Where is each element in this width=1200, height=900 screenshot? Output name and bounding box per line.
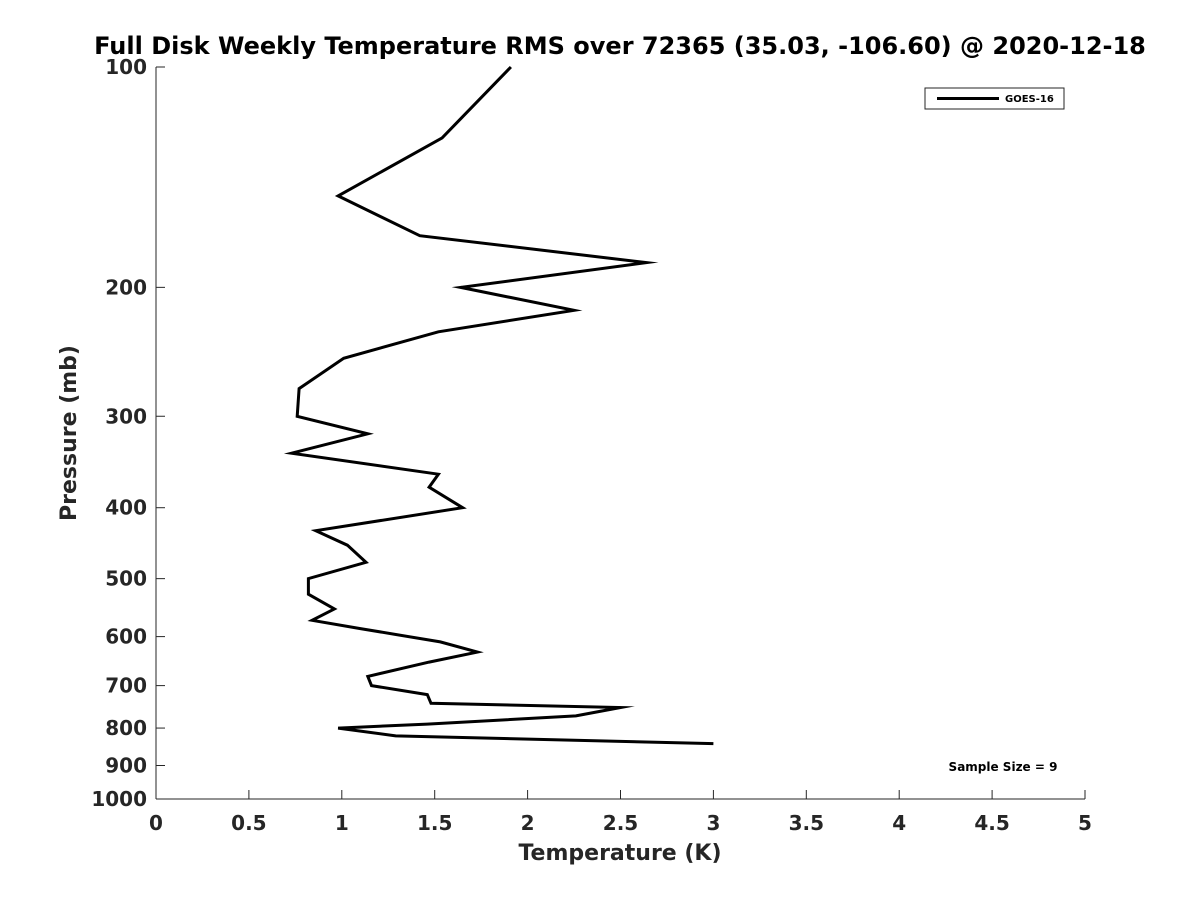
y-axis-label: Pressure (mb) bbox=[57, 345, 82, 521]
y-tick-label: 600 bbox=[105, 625, 147, 649]
sample-size-annotation: Sample Size = 9 bbox=[949, 760, 1058, 774]
series-group bbox=[283, 65, 714, 746]
y-tick-label: 700 bbox=[105, 674, 147, 698]
plot-area: 0 0.5 1 1.5 2 2.5 3 3.5 4 4.5 5 100 200 300 400 500 600… bbox=[91, 55, 1092, 835]
y-tick-label: 500 bbox=[105, 567, 147, 591]
y-tick-label: 1000 bbox=[91, 787, 147, 811]
y-tick-label: 400 bbox=[105, 496, 147, 520]
x-tick-label: 0 bbox=[149, 811, 163, 835]
x-ticks: 0 0.5 1 1.5 2 2.5 3 3.5 4 4.5 5 bbox=[149, 790, 1092, 835]
chart-title: Full Disk Weekly Temperature RMS over 72… bbox=[94, 32, 1146, 60]
x-tick-label: 4 bbox=[892, 811, 906, 835]
y-tick-label: 100 bbox=[105, 55, 147, 79]
y-tick-label: 200 bbox=[105, 275, 147, 299]
x-tick-label: 4.5 bbox=[974, 811, 1009, 835]
x-tick-label: 1 bbox=[335, 811, 349, 835]
y-ticks: 100 200 300 400 500 600 700 800 900 1000 bbox=[91, 55, 165, 811]
series-line-goes-16 bbox=[283, 65, 714, 746]
x-tick-label: 3.5 bbox=[789, 811, 824, 835]
y-tick-label: 900 bbox=[105, 754, 147, 778]
x-tick-label: 0.5 bbox=[231, 811, 266, 835]
x-tick-label: 1.5 bbox=[417, 811, 452, 835]
x-tick-label: 3 bbox=[706, 811, 720, 835]
x-tick-label: 5 bbox=[1078, 811, 1092, 835]
x-axis-label: Temperature (K) bbox=[518, 841, 721, 866]
x-tick-label: 2.5 bbox=[603, 811, 638, 835]
y-tick-label: 800 bbox=[105, 716, 147, 740]
x-tick-label: 2 bbox=[521, 811, 535, 835]
legend-label-goes-16: GOES-16 bbox=[1005, 94, 1054, 105]
legend: GOES-16 bbox=[924, 87, 1065, 110]
y-tick-label: 300 bbox=[105, 404, 147, 428]
